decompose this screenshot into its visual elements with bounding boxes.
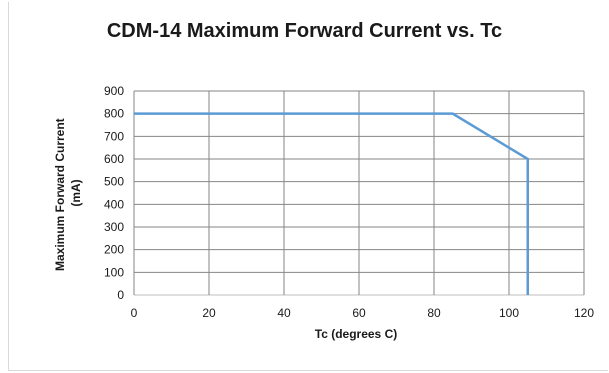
y-tick-label: 900	[104, 84, 124, 98]
x-tick-label: 40	[277, 306, 291, 320]
x-axis-title: Tc (degrees C)	[315, 327, 397, 341]
x-tick-label: 120	[574, 306, 594, 320]
grid-lines	[133, 90, 585, 296]
y-tick-label: 0	[117, 288, 124, 302]
series-line	[134, 112, 529, 295]
y-axis-title: Maximum Forward Current (mA)	[53, 115, 83, 271]
y-tick-label: 600	[104, 152, 124, 166]
y-tick-label: 200	[104, 243, 124, 257]
x-tick-label: 80	[427, 306, 441, 320]
y-tick-labels: 0 100 200 300 400 500 600 700 800 900	[104, 84, 124, 302]
y-tick-label: 500	[104, 175, 124, 189]
y-axis-title-line-2: (mA)	[69, 179, 83, 206]
y-tick-label: 700	[104, 129, 124, 143]
y-tick-label: 100	[104, 265, 124, 279]
x-tick-label: 100	[499, 306, 519, 320]
x-tick-label: 0	[131, 306, 138, 320]
x-tick-labels: 0 20 40 60 80 100 120	[131, 306, 595, 320]
y-axis-title-line-1: Maximum Forward Current	[53, 118, 67, 271]
chart-title: CDM-14 Maximum Forward Current vs. Tc	[106, 20, 503, 42]
chart-frame	[8, 2, 608, 371]
y-tick-label: 400	[104, 197, 124, 211]
x-tick-label: 20	[202, 306, 216, 320]
series-layer	[134, 112, 529, 295]
x-tick-label: 60	[352, 306, 366, 320]
y-tick-label: 800	[104, 107, 124, 121]
y-tick-label: 300	[104, 220, 124, 234]
